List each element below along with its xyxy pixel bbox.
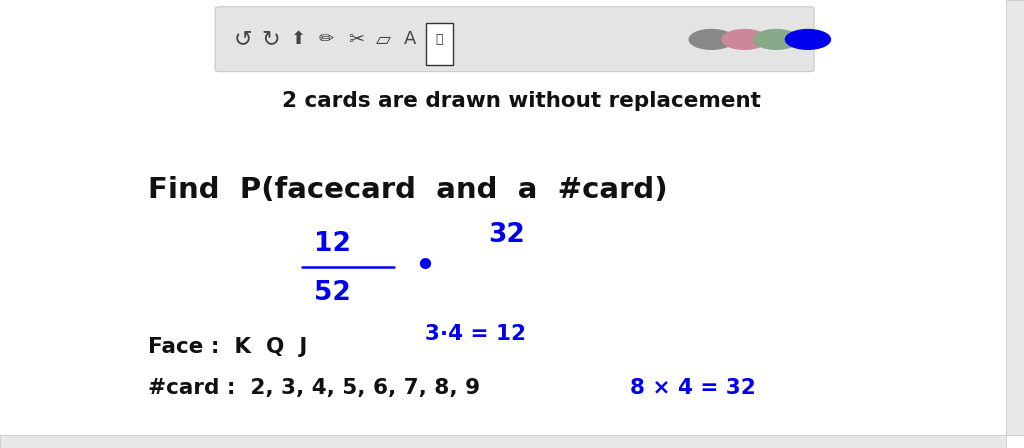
Text: 52: 52 bbox=[314, 280, 351, 306]
Text: 🏔: 🏔 bbox=[435, 33, 443, 46]
FancyBboxPatch shape bbox=[215, 7, 814, 72]
FancyBboxPatch shape bbox=[1006, 0, 1024, 435]
Text: ▱: ▱ bbox=[376, 30, 390, 49]
Text: 3·4 = 12: 3·4 = 12 bbox=[425, 324, 526, 344]
Text: 12: 12 bbox=[314, 231, 351, 257]
Circle shape bbox=[689, 30, 734, 49]
Text: ✂: ✂ bbox=[348, 30, 365, 49]
Circle shape bbox=[722, 30, 767, 49]
Circle shape bbox=[785, 30, 830, 49]
Text: A: A bbox=[403, 30, 416, 48]
Text: 8 × 4 = 32: 8 × 4 = 32 bbox=[630, 378, 756, 397]
Text: ⬆: ⬆ bbox=[291, 30, 305, 48]
Text: Find  P(facecard  and  a  #card): Find P(facecard and a #card) bbox=[148, 177, 668, 204]
Text: ✏: ✏ bbox=[318, 30, 333, 48]
FancyBboxPatch shape bbox=[426, 23, 453, 65]
Text: ↻: ↻ bbox=[261, 30, 280, 49]
Text: Face :  K  Q  J: Face : K Q J bbox=[148, 337, 308, 357]
Text: •: • bbox=[414, 248, 436, 285]
Circle shape bbox=[754, 30, 799, 49]
Text: #card :  2, 3, 4, 5, 6, 7, 8, 9: #card : 2, 3, 4, 5, 6, 7, 8, 9 bbox=[148, 378, 480, 397]
Text: ↺: ↺ bbox=[233, 30, 252, 49]
FancyBboxPatch shape bbox=[0, 435, 1006, 448]
Text: ⬜: ⬜ bbox=[433, 30, 443, 48]
Text: 32: 32 bbox=[488, 222, 525, 248]
Text: 2 cards are drawn without replacement: 2 cards are drawn without replacement bbox=[282, 91, 761, 111]
